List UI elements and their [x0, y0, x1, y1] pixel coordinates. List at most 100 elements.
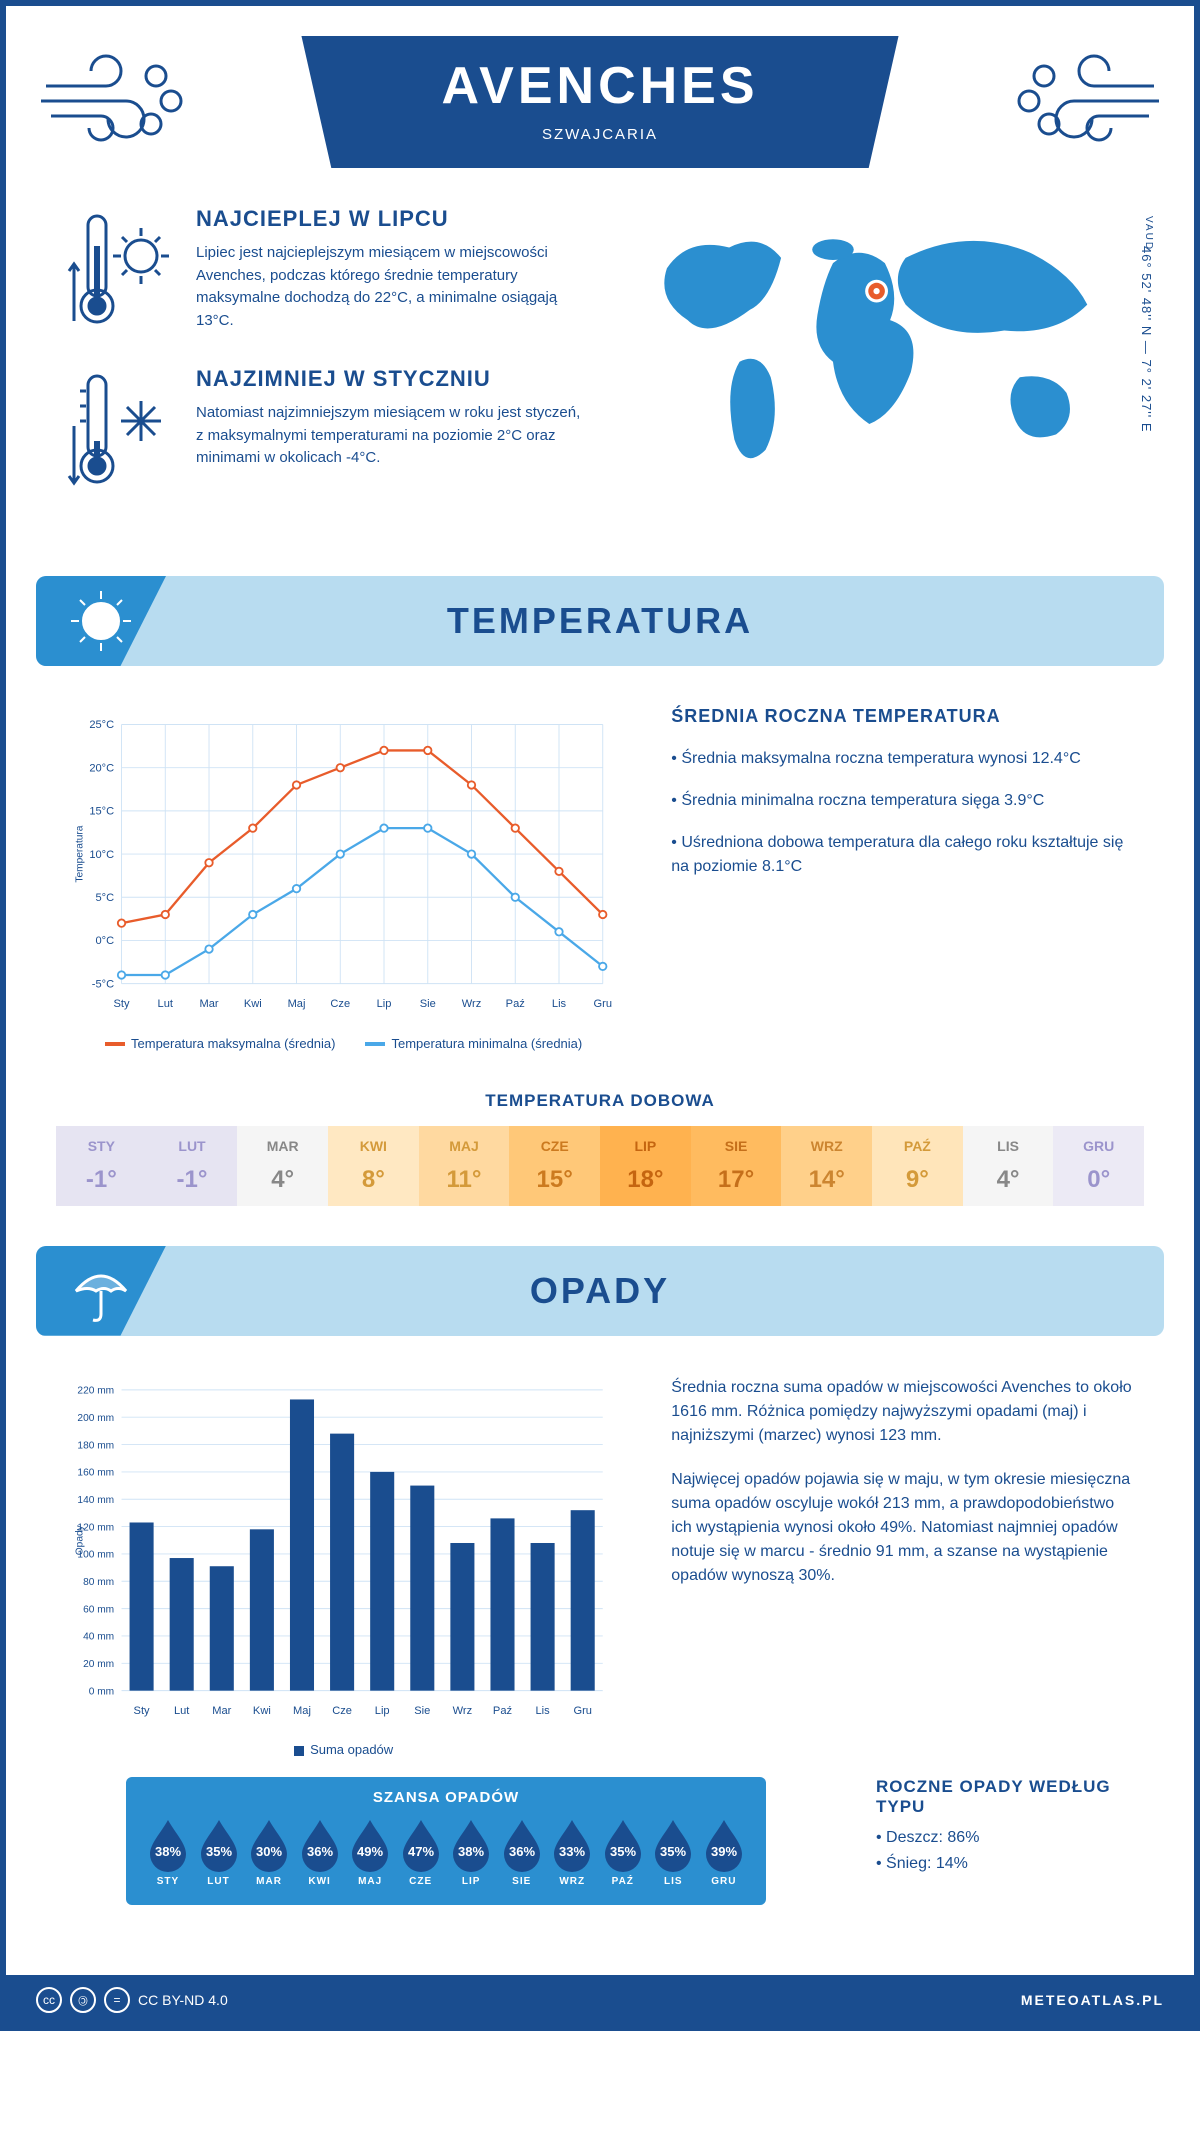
- footer: cc 🄯 = CC BY-ND 4.0 METEOATLAS.PL: [6, 1975, 1194, 2025]
- intro-section: NAJCIEPLEJ W LIPCU Lipiec jest najcieple…: [6, 206, 1194, 556]
- cc-icon: cc: [36, 1987, 62, 2013]
- site-name: METEOATLAS.PL: [1021, 1992, 1164, 2008]
- svg-text:39%: 39%: [711, 1844, 737, 1859]
- temperature-summary: ŚREDNIA ROCZNA TEMPERATURA • Średnia mak…: [671, 706, 1134, 1051]
- coords-label: 46° 52' 48'' N — 7° 2' 27'' E: [1139, 246, 1154, 433]
- svg-text:36%: 36%: [509, 1844, 535, 1859]
- svg-text:Paź: Paź: [506, 998, 525, 1010]
- type-rain: • Deszcz: 86%: [876, 1829, 1134, 1847]
- svg-text:220 mm: 220 mm: [77, 1385, 114, 1396]
- svg-text:Cze: Cze: [330, 998, 350, 1010]
- precip-summary: Średnia roczna suma opadów w miejscowośc…: [671, 1376, 1134, 1758]
- svg-text:38%: 38%: [458, 1844, 484, 1859]
- chance-title: SZANSA OPADÓW: [146, 1789, 746, 1806]
- rain-drop: 39% GRU: [702, 1818, 746, 1887]
- svg-text:Gru: Gru: [593, 998, 612, 1010]
- svg-text:60 mm: 60 mm: [83, 1604, 114, 1615]
- svg-text:5°C: 5°C: [96, 892, 115, 904]
- daily-cell: LIP18°: [600, 1126, 691, 1206]
- temperature-header: TEMPERATURA: [36, 576, 1164, 666]
- rain-drop: 38% LIP: [449, 1818, 493, 1887]
- thermometer-cold-icon: [66, 366, 176, 496]
- svg-text:47%: 47%: [408, 1844, 434, 1859]
- thermometer-hot-icon: [66, 206, 176, 336]
- svg-text:36%: 36%: [307, 1844, 333, 1859]
- svg-text:Cze: Cze: [332, 1704, 352, 1716]
- svg-text:15°C: 15°C: [89, 806, 114, 818]
- rain-drop: 47% CZE: [399, 1818, 443, 1887]
- svg-text:Mar: Mar: [199, 998, 218, 1010]
- svg-text:35%: 35%: [660, 1844, 686, 1859]
- wind-icon: [36, 46, 196, 146]
- precip-p2: Najwięcej opadów pojawia się w maju, w t…: [671, 1468, 1134, 1588]
- svg-text:0 mm: 0 mm: [89, 1686, 114, 1697]
- daily-cell: KWI8°: [328, 1126, 419, 1206]
- rain-drop: 49% MAJ: [348, 1818, 392, 1887]
- daily-cell: LUT-1°: [147, 1126, 238, 1206]
- title-tab: AVENCHES SZWAJCARIA: [301, 36, 898, 168]
- rain-drop: 36% KWI: [298, 1818, 342, 1887]
- svg-text:33%: 33%: [559, 1844, 585, 1859]
- rain-drop: 35% LUT: [197, 1818, 241, 1887]
- daily-cell: SIE17°: [691, 1126, 782, 1206]
- svg-text:Sie: Sie: [414, 1704, 430, 1716]
- svg-text:Maj: Maj: [288, 998, 306, 1010]
- svg-text:0°C: 0°C: [96, 935, 115, 947]
- svg-text:Wrz: Wrz: [453, 1704, 473, 1716]
- svg-text:Opady: Opady: [75, 1524, 86, 1555]
- daily-cell: LIS4°: [963, 1126, 1054, 1206]
- svg-text:40 mm: 40 mm: [83, 1631, 114, 1642]
- daily-cell: STY-1°: [56, 1126, 147, 1206]
- svg-text:Sty: Sty: [134, 1704, 150, 1716]
- svg-text:20 mm: 20 mm: [83, 1659, 114, 1670]
- precip-title: OPADY: [530, 1270, 670, 1312]
- svg-text:Maj: Maj: [293, 1704, 311, 1716]
- svg-text:Kwi: Kwi: [253, 1704, 271, 1716]
- wind-icon: [1004, 46, 1164, 146]
- precip-p1: Średnia roczna suma opadów w miejscowośc…: [671, 1376, 1134, 1448]
- license-text: CC BY-ND 4.0: [138, 1992, 228, 2008]
- svg-text:Lis: Lis: [552, 998, 567, 1010]
- svg-text:Lut: Lut: [174, 1704, 189, 1716]
- daily-cell: MAR4°: [237, 1126, 328, 1206]
- legend-min: Temperatura minimalna (średnia): [391, 1036, 582, 1051]
- warmest-text: Lipiec jest najcieplejszym miesiącem w m…: [196, 242, 585, 332]
- svg-text:Lip: Lip: [377, 998, 392, 1010]
- svg-text:140 mm: 140 mm: [77, 1495, 114, 1506]
- svg-text:38%: 38%: [155, 1844, 181, 1859]
- coldest-block: NAJZIMNIEJ W STYCZNIU Natomiast najzimni…: [66, 366, 585, 496]
- svg-text:200 mm: 200 mm: [77, 1413, 114, 1424]
- rain-drop: 33% WRZ: [550, 1818, 594, 1887]
- svg-text:Sty: Sty: [114, 998, 130, 1010]
- precip-chart: 0 mm20 mm40 mm60 mm80 mm100 mm120 mm140 …: [66, 1376, 621, 1758]
- svg-text:20°C: 20°C: [89, 762, 114, 774]
- daily-cell: CZE15°: [509, 1126, 600, 1206]
- svg-text:Gru: Gru: [573, 1704, 592, 1716]
- umbrella-icon: [66, 1256, 136, 1326]
- city-name: AVENCHES: [441, 56, 758, 116]
- svg-text:Sie: Sie: [420, 998, 436, 1010]
- country-name: SZWAJCARIA: [441, 126, 758, 143]
- svg-text:Lip: Lip: [375, 1704, 390, 1716]
- cc-by-icon: 🄯: [70, 1987, 96, 2013]
- rain-drop: 30% MAR: [247, 1818, 291, 1887]
- avg-temp-b2: • Średnia minimalna roczna temperatura s…: [671, 789, 1134, 813]
- svg-text:35%: 35%: [206, 1844, 232, 1859]
- rain-drop: 38% STY: [146, 1818, 190, 1887]
- precip-header: OPADY: [36, 1246, 1164, 1336]
- daily-cell: GRU0°: [1053, 1126, 1144, 1206]
- svg-text:35%: 35%: [610, 1844, 636, 1859]
- daily-cell: WRZ14°: [781, 1126, 872, 1206]
- daily-cell: MAJ11°: [419, 1126, 510, 1206]
- temperature-title: TEMPERATURA: [447, 600, 753, 642]
- rain-drop: 35% LIS: [651, 1818, 695, 1887]
- svg-text:10°C: 10°C: [89, 849, 114, 861]
- warmest-block: NAJCIEPLEJ W LIPCU Lipiec jest najcieple…: [66, 206, 585, 336]
- svg-text:160 mm: 160 mm: [77, 1467, 114, 1478]
- sun-icon: [66, 586, 136, 656]
- svg-text:Lis: Lis: [536, 1704, 551, 1716]
- precip-chance-box: SZANSA OPADÓW 38% STY 35% LUT 30% MAR 36…: [126, 1777, 766, 1905]
- types-title: ROCZNE OPADY WEDŁUG TYPU: [876, 1777, 1134, 1817]
- svg-text:80 mm: 80 mm: [83, 1577, 114, 1588]
- svg-text:25°C: 25°C: [89, 719, 114, 731]
